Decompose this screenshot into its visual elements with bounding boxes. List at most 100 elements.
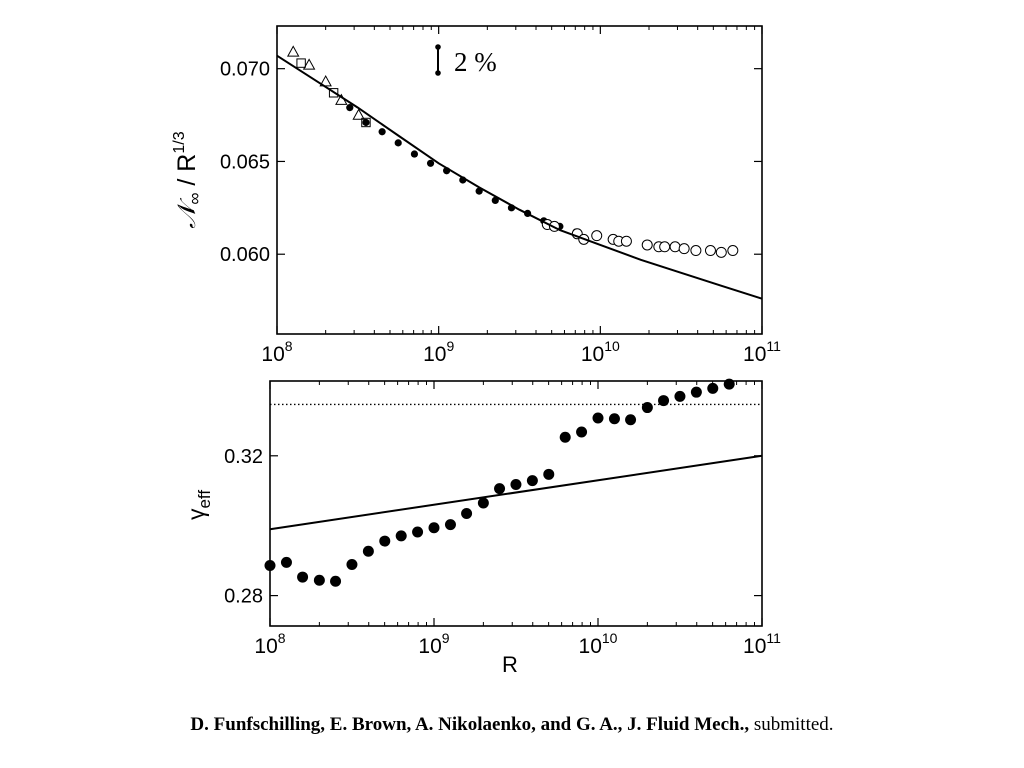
y-axis-label-symbol: γ [183,508,209,520]
data-point-filled-circle [297,571,309,583]
data-point-open-circle [641,239,653,251]
data-point-open-circle [704,245,716,257]
x-tick-label: 1011 [743,630,781,658]
x-tick-base: 10 [418,635,441,658]
data-point-filled-circle [690,386,702,398]
data-point-filled-circle [491,196,499,205]
y-axis-label-subscript: ∞ [185,193,204,205]
data-point-open-circle [669,241,681,253]
y-axis-label: 𝒩∞ / R1/3 [171,131,204,228]
data-point-filled-circle [608,413,620,425]
data-point-open-triangle [286,45,300,57]
data-point-filled-circle [379,535,391,547]
data-point-filled-circle [723,378,735,390]
data-point-filled-circle [674,390,686,402]
x-tick-base: 10 [581,343,604,366]
data-point-filled-circle [658,395,670,407]
data-point-open-square [361,117,371,128]
x-tick-exponent: 10 [602,630,618,646]
fit-curve [276,54,763,300]
data-point-filled-circle [543,468,555,480]
data-point-filled-circle [346,558,358,570]
data-point-filled-circle [477,497,489,509]
data-point-filled-circle [412,526,424,538]
data-point-filled-circle [461,507,473,519]
data-point-open-circle [678,243,690,255]
y-tick-label: 0.060 [220,244,270,266]
data-point-open-triangle [352,108,365,120]
y-axis-label: γeff [183,490,214,520]
data-point-filled-circle [313,574,325,586]
data-point-filled-circle [428,522,440,534]
y-axis-label-subscript: eff [195,490,214,509]
y-tick-label: 0.32 [224,446,263,468]
data-point-filled-circle [395,530,407,542]
data-point-filled-circle [494,483,506,495]
data-point-open-square [328,88,339,98]
data-point-filled-circle [707,382,719,394]
data-point-filled-circle [625,414,637,426]
data-point-open-circle [715,246,727,258]
data-point-filled-circle [444,519,456,531]
scale-bar-label: 2 % [454,47,497,77]
x-tick-exponent: 8 [285,338,293,354]
data-point-filled-circle [264,560,276,572]
data-point-filled-circle [394,139,402,147]
data-point-open-circle [591,230,603,242]
data-point-filled-circle [510,478,522,490]
data-point-open-circle [620,235,632,247]
data-point-filled-circle [330,575,342,587]
plot-frame [276,25,763,335]
scale-bar-end [435,70,441,76]
data-point-filled-circle [641,402,653,414]
data-point-filled-circle [576,426,588,438]
data-point-filled-circle [346,104,354,112]
fit-curve [269,454,763,531]
x-tick-exponent: 10 [604,338,620,354]
data-point-filled-circle [559,431,571,443]
data-point-open-circle [727,245,739,257]
x-tick-label: 108 [261,338,292,366]
x-tick-base: 10 [423,343,446,366]
x-tick-base: 10 [254,635,277,658]
data-point-filled-circle [592,412,604,424]
data-point-filled-circle [410,150,419,158]
x-tick-label: 1010 [579,630,618,658]
citation-authors-journal: D. Funfschilling, E. Brown, A. Nikolaenk… [190,714,750,735]
data-point-filled-circle [362,118,370,127]
x-tick-exponent: 11 [766,338,781,354]
x-tick-exponent: 8 [278,630,286,646]
data-point-open-circle [690,245,702,257]
x-tick-label: 108 [254,630,285,658]
data-point-open-triangle [302,58,316,70]
x-tick-exponent: 11 [766,630,781,646]
x-tick-label: 109 [418,630,449,658]
plot-frame [269,380,763,627]
x-tick-label: 109 [423,338,454,366]
data-point-filled-circle [378,128,386,136]
x-tick-base: 10 [579,635,602,658]
x-tick-exponent: 9 [442,630,450,646]
data-point-filled-circle [280,556,292,568]
citation: D. Funfschilling, E. Brown, A. Nikolaenk… [0,714,1024,736]
data-point-open-circle [659,241,671,253]
data-point-filled-circle [426,159,435,167]
y-tick-label: 0.070 [220,59,270,81]
x-tick-base: 10 [743,343,766,366]
data-point-filled-circle [362,545,374,557]
x-tick-label: 1010 [581,338,620,366]
y-tick-label: 0.28 [224,586,263,608]
x-tick-exponent: 9 [446,338,454,354]
x-tick-base: 10 [743,635,766,658]
data-point-open-square [296,58,306,68]
y-tick-label: 0.065 [220,151,270,173]
data-point-filled-circle [526,475,538,487]
y-axis-label-superscript: 1/3 [171,131,188,153]
citation-status: submitted. [749,714,834,735]
y-axis-label-text: / R [173,154,201,193]
x-axis-label: R [502,652,518,677]
scale-bar-end [435,44,441,50]
